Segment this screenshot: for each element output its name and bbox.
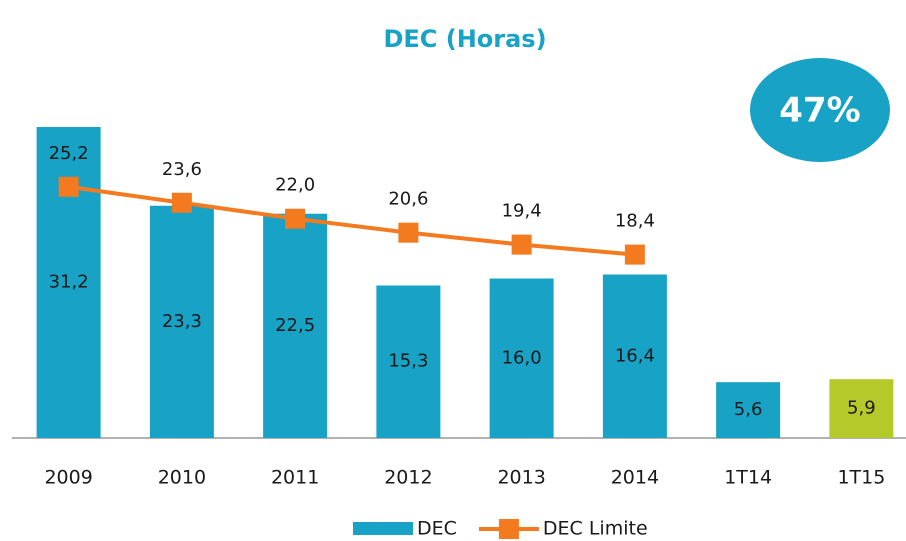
badge-text: 47% — [779, 91, 860, 131]
x-tick-label: 1T14 — [724, 467, 772, 489]
line-label: 18,4 — [615, 211, 655, 232]
line-marker — [398, 222, 419, 243]
badge — [750, 58, 890, 162]
bar-label: 5,9 — [847, 398, 876, 419]
x-tick-label: 2014 — [611, 467, 659, 489]
legend-swatch — [353, 522, 413, 535]
line-marker — [171, 192, 192, 213]
bar — [716, 382, 781, 438]
bar-label: 5,6 — [734, 399, 763, 420]
line-marker — [624, 244, 645, 265]
line-label: 22,0 — [275, 175, 315, 196]
x-tick-label: 2011 — [271, 467, 319, 489]
x-tick-label: 2013 — [497, 467, 545, 489]
bar-label: 23,3 — [162, 311, 202, 332]
legend-label: DEC — [417, 518, 457, 540]
bar-label: 15,3 — [388, 351, 428, 372]
line-marker — [58, 176, 79, 197]
line-label: 20,6 — [388, 189, 428, 210]
legend-swatch — [498, 519, 519, 539]
line-marker — [511, 234, 532, 255]
bar — [602, 274, 667, 438]
x-tick-label: 2009 — [44, 467, 92, 489]
bar — [376, 285, 441, 438]
bar — [489, 278, 554, 438]
line — [68, 184, 636, 257]
line-label: 19,4 — [502, 201, 542, 222]
bar-label: 22,5 — [275, 315, 315, 336]
bar — [263, 213, 328, 438]
line-label: 23,6 — [162, 159, 202, 180]
line-marker — [285, 208, 306, 229]
legend-label: DEC Limite — [543, 518, 648, 540]
bar-label: 16,4 — [615, 345, 655, 366]
x-tick-label: 1T15 — [837, 467, 885, 489]
bar — [149, 205, 214, 438]
bar-label: 31,2 — [49, 272, 89, 293]
x-tick-label: 2012 — [384, 467, 432, 489]
x-tick-label: 2010 — [158, 467, 206, 489]
chart-title: DEC (Horas) — [383, 25, 546, 53]
bar-label: 16,0 — [502, 347, 542, 368]
line-label: 25,2 — [49, 143, 89, 164]
bar — [829, 379, 894, 438]
